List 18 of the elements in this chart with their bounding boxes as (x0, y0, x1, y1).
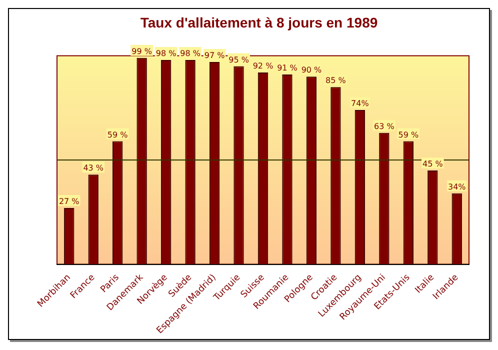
data-label: 92 % (252, 62, 274, 71)
data-label: 74% (351, 99, 370, 108)
data-label: 43 % (83, 164, 104, 173)
data-label: 27 % (58, 197, 80, 206)
data-label: 85 % (326, 76, 346, 86)
chart-title: Taux d'allaitement à 8 jours en 1989 (140, 14, 378, 30)
data-label: 97 % (204, 51, 226, 60)
data-label: 98 % (156, 49, 177, 58)
data-label: 34% (448, 182, 466, 192)
data-label: 98 % (180, 49, 201, 58)
data-label: 45 % (422, 160, 444, 169)
data-label: 91 % (277, 64, 298, 73)
data-label: 59 % (398, 130, 419, 140)
data-label: 90 % (301, 66, 322, 75)
data-label: 63 % (374, 122, 395, 132)
data-label: 59 % (107, 130, 128, 140)
data-label: 95 % (228, 55, 250, 64)
data-label: 99 % (132, 46, 152, 56)
